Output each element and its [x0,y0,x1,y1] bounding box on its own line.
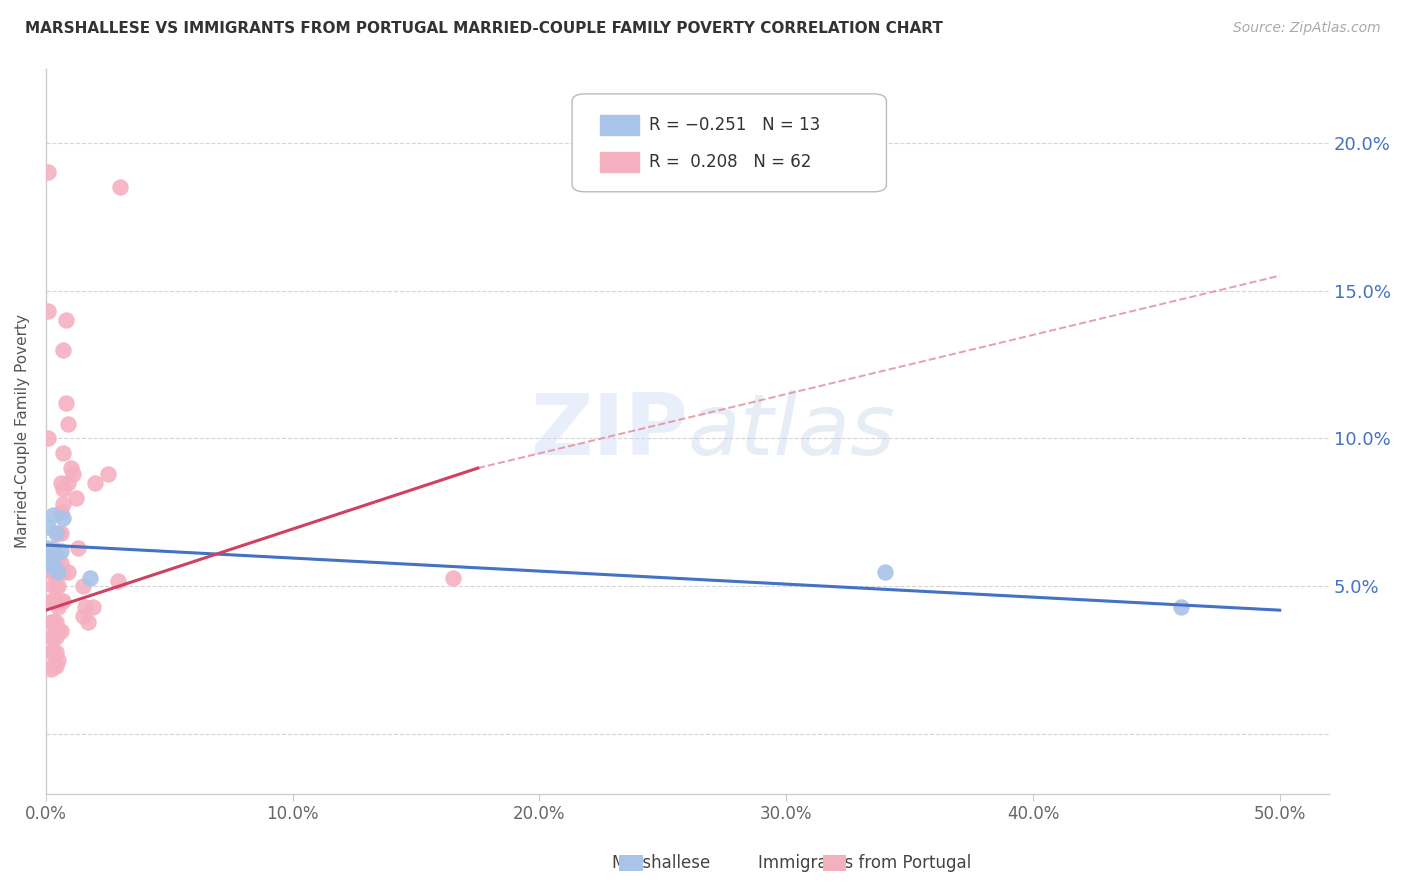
Point [37,304,59,318]
Bar [600,152,638,172]
Point [82,600,104,615]
Point [42,556,65,570]
Point [52,565,75,579]
Text: ZIP: ZIP [530,390,688,473]
Point [42,579,65,593]
Text: R = −0.251   N = 13: R = −0.251 N = 13 [650,116,820,134]
Point [37,432,59,446]
Point [49,526,72,541]
Point [75,600,97,615]
Point [55,396,77,410]
Point [49,594,72,608]
FancyBboxPatch shape [572,94,886,192]
Point [46,600,69,615]
Point [108,180,131,194]
Point [72,579,94,593]
Point [49,624,72,638]
Point [65,491,87,505]
Point [37,520,59,534]
Point [42,630,65,644]
Point [39,558,62,573]
Point [46,624,69,638]
Point [72,609,94,624]
Point [79,571,101,585]
Point [39,662,62,676]
Point [45,615,67,629]
Point [56,565,79,579]
Point [56,475,79,490]
Point [45,594,67,608]
Text: R =  0.208   N = 62: R = 0.208 N = 62 [650,153,811,171]
Point [39,594,62,608]
Point [42,508,65,523]
Point [42,615,65,629]
Text: Immigrants from Portugal: Immigrants from Portugal [758,854,972,871]
Point [42,594,65,608]
Point [42,659,65,673]
Point [55,313,77,327]
Point [441,571,464,585]
Point [52,511,75,525]
Text: MARSHALLESE VS IMMIGRANTS FROM PORTUGAL MARRIED-COUPLE FAMILY POVERTY CORRELATIO: MARSHALLESE VS IMMIGRANTS FROM PORTUGAL … [25,21,943,36]
Point [42,549,65,564]
Point [39,615,62,629]
Point [39,630,62,644]
Point [56,417,79,431]
Point [39,565,62,579]
Point [52,446,75,460]
Point [1170,600,1192,615]
Point [84,475,107,490]
Y-axis label: Married-Couple Family Poverty: Married-Couple Family Poverty [15,314,30,548]
Bar [600,115,638,136]
Point [45,630,67,644]
Point [45,526,67,541]
Text: atlas: atlas [688,390,896,473]
Point [49,556,72,570]
Point [49,544,72,558]
Text: Marshallese: Marshallese [612,854,710,871]
Point [37,165,59,179]
Point [46,653,69,667]
Point [77,615,100,629]
Point [67,541,90,555]
Point [42,565,65,579]
Point [39,549,62,564]
Point [42,644,65,658]
Point [39,644,62,658]
Point [52,594,75,608]
Point [42,541,65,555]
Point [97,467,120,481]
Point [52,497,75,511]
Point [49,506,72,520]
Point [39,549,62,564]
Point [52,343,75,357]
Point [46,565,69,579]
Point [46,579,69,593]
Point [37,541,59,555]
Point [45,659,67,673]
Point [52,482,75,496]
Text: Source: ZipAtlas.com: Source: ZipAtlas.com [1233,21,1381,35]
Point [107,574,129,588]
Point [59,461,82,475]
Point [49,475,72,490]
Point [42,558,65,573]
Point [873,565,896,579]
Point [62,467,84,481]
Point [46,549,69,564]
Point [45,644,67,658]
Point [45,579,67,593]
Point [46,526,69,541]
